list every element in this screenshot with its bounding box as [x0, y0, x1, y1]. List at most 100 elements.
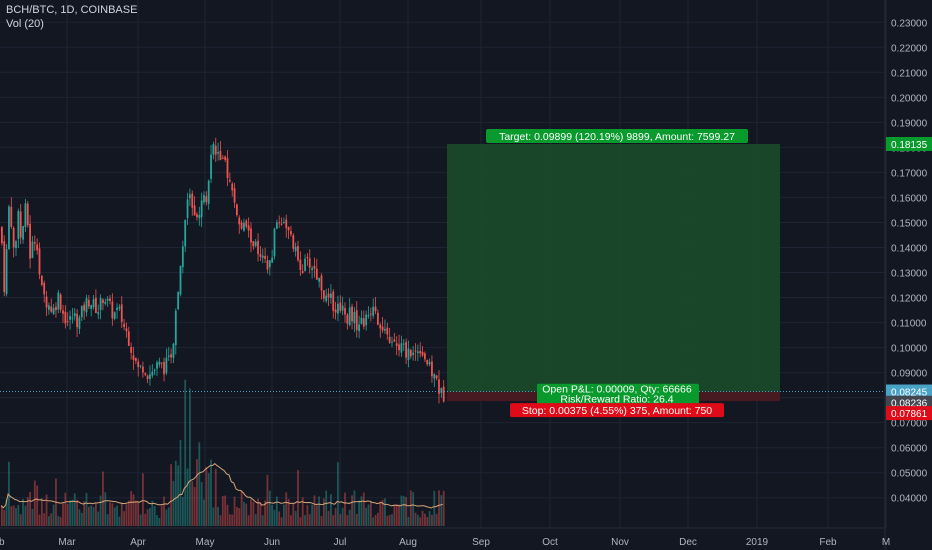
candle-body — [172, 343, 175, 358]
candle-body — [388, 336, 391, 343]
symbol-legend[interactable]: BCH/BTC, 1D, COINBASE — [6, 4, 138, 16]
volume-bar — [174, 460, 177, 526]
volume-bar — [191, 481, 194, 526]
candle-body — [290, 231, 292, 235]
volume-bar — [85, 492, 88, 526]
volume-bar — [158, 517, 161, 526]
volume-bar — [104, 492, 107, 526]
volume-bar — [271, 504, 274, 526]
candle-body — [170, 354, 172, 358]
candle-body — [52, 308, 55, 314]
x-tick-label: Jul — [334, 537, 347, 548]
volume-bar — [111, 503, 114, 526]
volume-bar — [5, 499, 8, 526]
volume-bar — [233, 496, 236, 526]
candle-body — [252, 241, 255, 247]
candle-body — [341, 305, 344, 311]
candle-body — [207, 180, 210, 204]
candle-body — [292, 235, 295, 249]
volume-bar — [240, 490, 243, 526]
volume-bar — [3, 510, 6, 526]
target-label[interactable]: Target: 0.09899 (120.19%) 9899, Amount: … — [499, 131, 735, 143]
volume-bar — [12, 505, 15, 526]
volume-bar — [322, 498, 325, 526]
volume-bar — [353, 490, 356, 526]
volume-bar — [412, 492, 415, 526]
stop-label[interactable]: Stop: 0.00375 (4.55%) 375, Amount: 750 — [522, 405, 712, 417]
volume-bar — [273, 509, 276, 526]
volume-bar — [351, 495, 353, 526]
candle-body — [259, 254, 262, 257]
candle-body — [15, 241, 17, 249]
candle-body — [297, 245, 299, 261]
candle-body — [106, 298, 109, 301]
volume-bar — [64, 492, 67, 526]
candle-body — [271, 257, 274, 263]
candle-body — [146, 375, 149, 380]
x-tick-label: M — [882, 537, 890, 548]
candle-body — [233, 188, 236, 203]
candle-body — [55, 306, 57, 311]
candle-body — [339, 302, 342, 311]
volume-bar — [205, 466, 208, 526]
candle-body — [219, 150, 222, 161]
volume-bar — [69, 500, 71, 526]
candle-body — [142, 366, 144, 373]
candle-body — [10, 206, 13, 227]
candle-body — [137, 361, 140, 368]
volume-bar — [428, 511, 431, 526]
candle-body — [78, 317, 81, 329]
volume-bar — [339, 513, 342, 526]
volume-bar — [109, 502, 111, 526]
candle-body — [163, 361, 165, 375]
candle-body — [40, 275, 43, 285]
candle-body — [409, 350, 412, 357]
volume-bar — [90, 505, 93, 526]
x-tick-label: Dec — [679, 537, 697, 548]
candle-body — [391, 341, 393, 343]
candle-body — [393, 339, 396, 342]
volume-bar — [142, 473, 144, 526]
volume-bar — [257, 498, 259, 526]
candle-body — [231, 183, 234, 191]
candle-body — [210, 154, 212, 179]
volume-bar — [431, 514, 433, 526]
x-tick-label: Sep — [472, 537, 490, 548]
candle-body — [374, 306, 377, 312]
time-axis[interactable]: Feb Mar Apr May Jun Jul Aug Sep Oct Nov Dec 2019 Feb… — [0, 527, 890, 548]
candle-body — [384, 328, 386, 331]
volume-legend[interactable]: Vol (20) — [6, 18, 44, 30]
position-labels[interactable]: Target: 0.09899 (120.19%) 9899, Amount: … — [486, 129, 748, 418]
candle-body — [125, 328, 128, 332]
volume-bar — [24, 505, 27, 526]
volume-bar — [292, 503, 295, 526]
volume-bar — [243, 501, 245, 526]
volume-bar — [203, 499, 205, 526]
volume-bar — [344, 492, 346, 526]
volume-bar — [384, 498, 386, 526]
y-tick-label: 0.06000 — [891, 444, 928, 455]
volume-bar — [139, 514, 142, 526]
volume-bar — [325, 490, 328, 526]
volume-bar — [181, 496, 184, 526]
candle-body — [66, 321, 69, 323]
volume-bar — [123, 511, 125, 526]
volume-bar — [29, 492, 31, 526]
candle-body — [369, 313, 372, 315]
candle-body — [287, 227, 290, 231]
x-tick-label: May — [196, 537, 215, 548]
price-axis[interactable]: 0.230000.220000.210000.200000.190000.180… — [884, 0, 932, 550]
candle-body — [365, 314, 368, 326]
volume-bar — [167, 507, 170, 526]
volume-bar — [341, 507, 344, 526]
volume-bar — [419, 517, 422, 526]
volume-bar — [238, 508, 241, 526]
candle-body — [412, 352, 415, 356]
candle-body — [24, 203, 27, 228]
candle-body — [189, 194, 191, 199]
candle-body — [113, 312, 116, 319]
volume-bar — [360, 496, 363, 526]
volume-bar — [365, 507, 368, 526]
volume-bar — [416, 514, 419, 526]
